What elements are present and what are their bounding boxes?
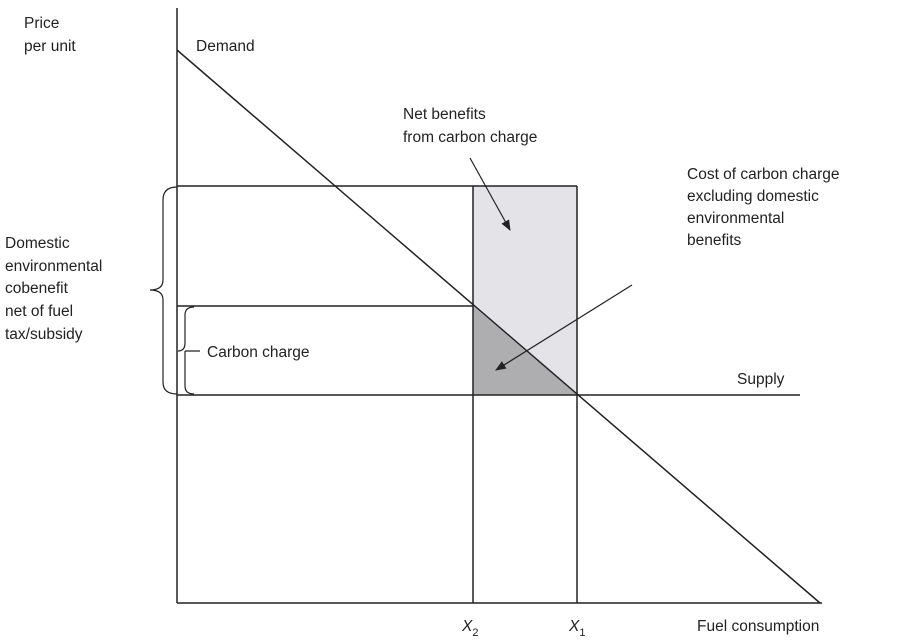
- cobenefit-label: environmental: [5, 258, 102, 275]
- carbon-charge-brace: [177, 306, 200, 395]
- x1-subscript: 1: [579, 627, 585, 637]
- cost-area: [473, 306, 577, 395]
- supply-label: Supply: [737, 371, 785, 388]
- cobenefit-label: cobenefit: [5, 280, 69, 297]
- carbon-charge-label: Carbon charge: [207, 344, 310, 361]
- net-benefits-label: Net benefits: [403, 106, 486, 123]
- cost-label: benefits: [687, 232, 742, 249]
- y-axis-label: Price: [24, 15, 59, 32]
- x2-letter: X: [461, 618, 473, 635]
- cobenefit-brace: [149, 186, 178, 395]
- x1-label: X1: [568, 618, 585, 637]
- cobenefit-label: net of fuel: [5, 303, 73, 320]
- cobenefit-label: tax/subsidy: [5, 326, 83, 343]
- cost-arrow: [495, 284, 633, 371]
- x1-letter: X: [568, 618, 580, 635]
- cost-label: environmental: [687, 210, 784, 227]
- net-benefits-arrow: [469, 157, 511, 231]
- cost-label: excluding domestic: [687, 188, 819, 205]
- x-axis-label: Fuel consumption: [697, 618, 819, 635]
- x2-label: X2: [461, 618, 478, 637]
- cobenefit-label: Domestic: [5, 235, 70, 252]
- net-benefits-label: from carbon charge: [403, 129, 537, 146]
- demand-label: Demand: [196, 38, 255, 55]
- x2-subscript: 2: [472, 627, 478, 637]
- cost-label: Cost of carbon charge: [687, 166, 840, 183]
- y-axis-label: per unit: [24, 38, 76, 55]
- demand-line: [176, 49, 821, 604]
